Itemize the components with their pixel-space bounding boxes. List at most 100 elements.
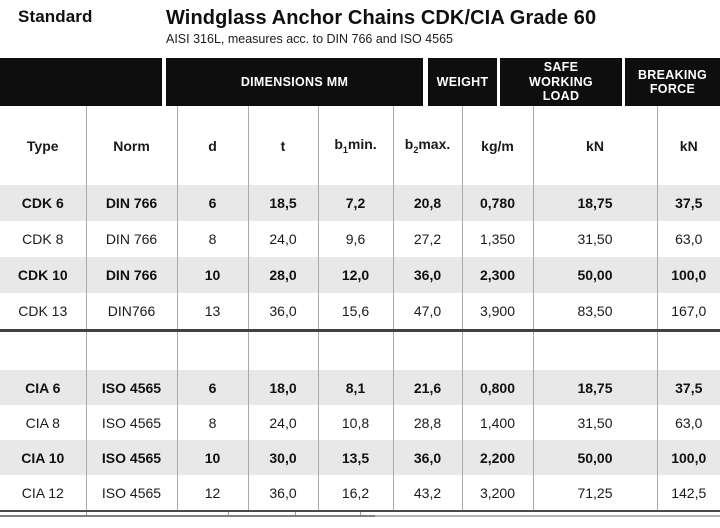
table-cell: DIN 766 [86, 185, 178, 221]
table-cell: 63,0 [657, 405, 720, 440]
table-cell: 10 [177, 440, 249, 475]
col-header-type: Type [0, 106, 87, 185]
col-label: Norm [113, 137, 150, 154]
page-header: Standard Windglass Anchor Chains CDK/CIA… [0, 0, 720, 58]
table-cell: ISO 4565 [86, 370, 178, 405]
table-cell: 13,5 [318, 440, 394, 475]
col-header-norm: Norm [86, 106, 178, 185]
group-header-breaking-force: BREAKING FORCE [625, 58, 720, 106]
grid-stub [86, 512, 87, 515]
spacer-cell [533, 329, 658, 370]
table-cell: DIN 766 [86, 221, 178, 257]
page-title: Windglass Anchor Chains CDK/CIA Grade 60 [166, 7, 597, 29]
section-separator-row [0, 329, 720, 370]
page-footer-area [0, 512, 720, 528]
cell-type: CIA 8 [0, 405, 87, 440]
table-cell: 167,0 [657, 293, 720, 331]
col-label: kN [679, 137, 698, 154]
table-cell: 6 [177, 185, 249, 221]
table-cell: 100,0 [657, 440, 720, 475]
table-row-cia-6: CIA 6 ISO 4565 6 18,0 8,1 21,6 0,800 18,… [0, 370, 720, 405]
table-row-cdk-8: CDK 8 DIN 766 8 24,0 9,6 27,2 1,350 31,5… [0, 221, 720, 257]
table-cell: 83,50 [533, 293, 658, 331]
table-cell: 8,1 [318, 370, 394, 405]
table-cell: 1,350 [462, 221, 534, 257]
table-cell: 21,6 [393, 370, 463, 405]
group-header-safe-working-load: SAFE WORKING LOAD [500, 58, 622, 106]
table-cell: 8 [177, 221, 249, 257]
title-block: Windglass Anchor Chains CDK/CIA Grade 60… [166, 7, 720, 46]
cell-type: CDK 6 [0, 185, 87, 221]
table-cell: 47,0 [393, 293, 463, 331]
table-cell: 7,2 [318, 185, 394, 221]
table-cell: 63,0 [657, 221, 720, 257]
col-label: d [208, 137, 217, 154]
table-cell: 9,6 [318, 221, 394, 257]
cell-type: CIA 10 [0, 440, 87, 475]
col-label: b [404, 136, 414, 153]
group-header-empty [0, 58, 162, 106]
table-row-cia-8: CIA 8 ISO 4565 8 24,0 10,8 28,8 1,400 31… [0, 405, 720, 440]
col-label: max. [418, 136, 451, 153]
col-label: kg/m [481, 137, 514, 154]
table-cell: 8 [177, 405, 249, 440]
spacer-cell [657, 329, 720, 370]
table-cell: 142,5 [657, 475, 720, 511]
table-cell: 12 [177, 475, 249, 511]
table-cell: 71,25 [533, 475, 658, 511]
table-cell: 20,8 [393, 185, 463, 221]
cutoff-next-section-line [0, 515, 720, 517]
col-label-sub: 2 [413, 144, 419, 155]
table-cell: 2,200 [462, 440, 534, 475]
table-row-cia-10: CIA 10 ISO 4565 10 30,0 13,5 36,0 2,200 … [0, 440, 720, 475]
table-cell: 36,0 [393, 440, 463, 475]
table-cell: 3,900 [462, 293, 534, 331]
table-cell: 36,0 [248, 475, 319, 511]
table-cell: 15,6 [318, 293, 394, 331]
col-header-b1min: b1min. [318, 106, 394, 185]
col-label: t [280, 137, 286, 154]
column-header-row: Type Norm d t b1min. b2max. kg/m kN kN [0, 106, 720, 185]
page-subtitle: AISI 316L, measures acc. to DIN 766 and … [166, 32, 453, 46]
table-cell: 24,0 [248, 221, 319, 257]
spacer-cell [318, 329, 394, 370]
cell-type: CDK 10 [0, 257, 87, 293]
col-header-kn-bf: kN [657, 106, 720, 185]
table-cell: 10 [177, 257, 249, 293]
col-header-kn-swl: kN [533, 106, 658, 185]
table-cell: 13 [177, 293, 249, 331]
col-header-d: d [177, 106, 249, 185]
cell-type: CDK 13 [0, 293, 87, 331]
table-group-header-band: DIMENSIONS MM WEIGHT SAFE WORKING LOAD B… [0, 58, 720, 106]
table-cell: 10,8 [318, 405, 394, 440]
spacer-cell [248, 329, 319, 370]
cell-type: CIA 6 [0, 370, 87, 405]
table-cell: 28,0 [248, 257, 319, 293]
spacer-cell [393, 329, 463, 370]
col-label-sub: 1 [342, 144, 348, 155]
cell-type: CDK 8 [0, 221, 87, 257]
table-cell: 43,2 [393, 475, 463, 511]
table-cell: 36,0 [248, 293, 319, 331]
table-cell: 31,50 [533, 221, 658, 257]
group-header-weight: WEIGHT [428, 58, 497, 106]
table-cell: 2,300 [462, 257, 534, 293]
table-cell: 37,5 [657, 370, 720, 405]
col-label: b [334, 136, 343, 153]
table-cell: 18,5 [248, 185, 319, 221]
table-cell: 50,00 [533, 257, 658, 293]
spacer-cell [0, 329, 87, 370]
table-row-cia-12: CIA 12 ISO 4565 12 36,0 16,2 43,2 3,200 … [0, 475, 720, 511]
table-cell: 18,75 [533, 370, 658, 405]
table-cell: 100,0 [657, 257, 720, 293]
table-cell: 37,5 [657, 185, 720, 221]
cell-type: CIA 12 [0, 475, 87, 511]
col-label: Type [26, 137, 59, 154]
table-cell: 18,75 [533, 185, 658, 221]
spacer-cell [86, 329, 178, 370]
grid-stub [360, 512, 361, 515]
table-cell: ISO 4565 [86, 405, 178, 440]
table-cell: 12,0 [318, 257, 394, 293]
table-cell: 3,200 [462, 475, 534, 511]
